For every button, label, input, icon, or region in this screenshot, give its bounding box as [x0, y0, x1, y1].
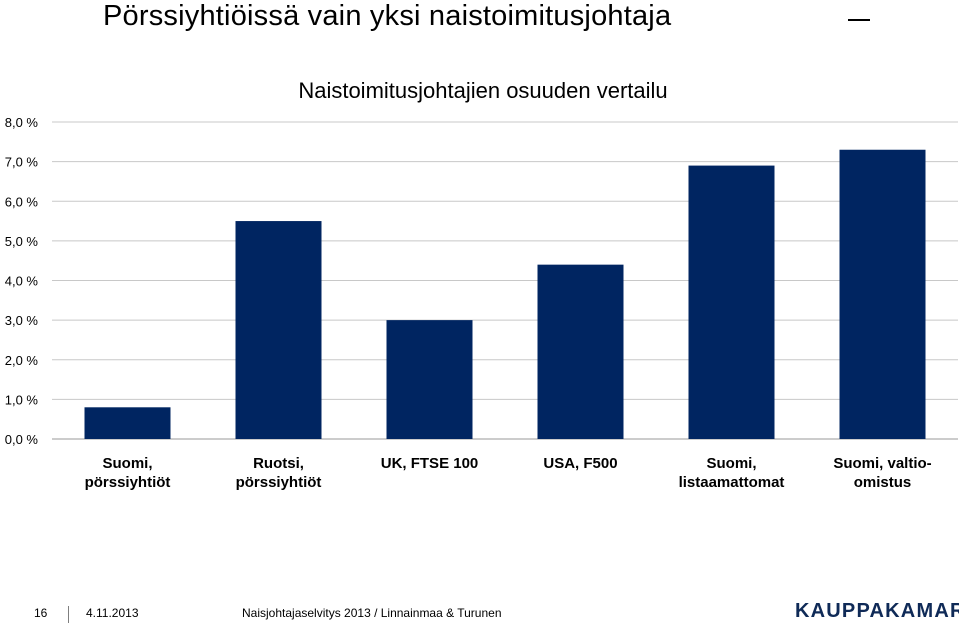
y-tick-label: 1,0 %	[5, 392, 39, 407]
bar	[688, 165, 775, 439]
y-tick-label: 8,0 %	[5, 115, 39, 130]
x-tick-label: Suomi, pörssiyhtiöt	[85, 455, 171, 491]
y-tick-label: 6,0 %	[5, 194, 39, 209]
chart-title: Naistoimitusjohtajien osuuden vertailu	[298, 78, 667, 103]
y-tick-label: 7,0 %	[5, 155, 39, 170]
footer-source: Naisjohtajaselvitys 2013 / Linnainmaa & …	[242, 606, 502, 620]
kauppakamari-logo: KAUPPAKAMARI	[795, 600, 959, 622]
y-tick-label: 4,0 %	[5, 274, 39, 289]
x-tick-label: UK, FTSE 100	[381, 455, 479, 472]
bar	[839, 149, 926, 440]
x-tick-label: Ruotsi, pörssiyhtiöt	[236, 455, 322, 491]
slide-title: Pörssiyhtiöissä vain yksi naistoimitusjo…	[103, 0, 672, 32]
footer-divider	[68, 606, 69, 623]
x-tick-label: Suomi, listaamattomat	[679, 455, 785, 491]
bar-chart: Naistoimitusjohtajien osuuden vertailu 0,…	[5, 78, 958, 491]
bar	[84, 407, 171, 439]
page-number: 16	[34, 606, 48, 620]
y-tick-label: 2,0 %	[5, 353, 39, 368]
bar	[235, 221, 322, 439]
y-tick-label: 3,0 %	[5, 313, 39, 328]
x-tick-label: USA, F500	[543, 455, 617, 472]
y-tick-label: 0,0 %	[5, 432, 39, 447]
bar	[386, 320, 473, 439]
title-dash	[848, 19, 870, 21]
x-tick-label: Suomi, valtio-omistus	[833, 455, 931, 491]
footer-date: 4.11.2013	[86, 606, 139, 620]
y-tick-label: 5,0 %	[5, 234, 39, 249]
bar	[537, 264, 624, 439]
